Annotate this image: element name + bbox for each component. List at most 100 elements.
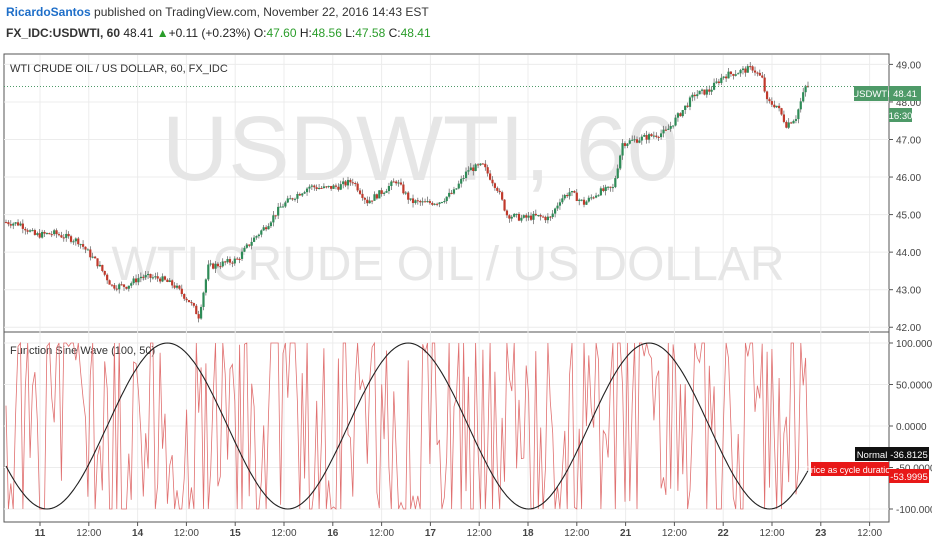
normal-label-bg bbox=[855, 447, 889, 461]
candle-body bbox=[279, 206, 282, 208]
candle-body bbox=[732, 74, 735, 76]
candle-body bbox=[317, 187, 321, 190]
candle-body bbox=[708, 89, 711, 92]
candle-body bbox=[436, 203, 439, 205]
candle-body bbox=[474, 164, 477, 172]
candle-body bbox=[669, 125, 672, 129]
candle-body bbox=[549, 216, 552, 218]
candle-body bbox=[86, 249, 89, 251]
high-label: H: bbox=[299, 26, 312, 40]
candle-body bbox=[520, 217, 523, 221]
candle-body bbox=[339, 184, 342, 190]
candle-body bbox=[240, 251, 244, 259]
candle-body bbox=[498, 190, 501, 193]
candle-body bbox=[113, 285, 116, 289]
candle-body bbox=[790, 122, 793, 124]
candle-body bbox=[409, 198, 412, 200]
price-tick-label: 45.00 bbox=[896, 211, 921, 222]
candle-body bbox=[794, 119, 798, 121]
candle-body bbox=[257, 234, 260, 237]
indicator-tick-label: 50.0000 bbox=[896, 381, 932, 392]
time-tag-bg bbox=[889, 108, 912, 122]
candle-body bbox=[94, 256, 97, 259]
candle-body bbox=[171, 280, 174, 286]
low-label: L: bbox=[345, 26, 356, 40]
candle-body bbox=[481, 163, 484, 165]
candle-body bbox=[696, 94, 699, 97]
candle-body bbox=[493, 183, 497, 188]
candle-body bbox=[132, 278, 135, 284]
candle-body bbox=[163, 276, 167, 280]
candle-body bbox=[705, 89, 708, 95]
candle-body bbox=[212, 263, 215, 269]
candle-body bbox=[21, 223, 24, 229]
candle-body bbox=[476, 164, 480, 166]
candle-body bbox=[609, 186, 612, 188]
candle-body bbox=[402, 184, 405, 194]
candle-body bbox=[580, 199, 583, 201]
candle-body bbox=[734, 74, 737, 76]
candle-body bbox=[428, 201, 431, 203]
candle-body bbox=[216, 263, 220, 267]
candle-body bbox=[330, 185, 333, 189]
candle-body bbox=[303, 192, 306, 194]
candle-body bbox=[756, 72, 759, 74]
candle-body bbox=[787, 122, 790, 128]
candle-body bbox=[399, 182, 403, 185]
candle-body bbox=[419, 201, 422, 203]
candle-body bbox=[110, 284, 114, 286]
price-axis[interactable]: 49.00 48.00 47.00 46.00 45.00 44.00 43.00 42.00 bbox=[889, 60, 921, 334]
candle-body bbox=[387, 185, 391, 192]
candle-body bbox=[715, 81, 718, 83]
candle-body bbox=[510, 216, 513, 219]
cycle-label: Price as cycle duration bbox=[805, 465, 896, 475]
candle-body bbox=[457, 183, 460, 189]
cycle-series bbox=[5, 341, 809, 510]
candle-body bbox=[202, 292, 205, 307]
candle-body bbox=[693, 94, 696, 97]
candle-body bbox=[180, 288, 183, 295]
candle-body bbox=[607, 186, 610, 188]
candle-body bbox=[351, 182, 354, 184]
candle-body bbox=[426, 201, 429, 203]
candle-body bbox=[305, 188, 309, 193]
time-axis[interactable]: 11 12:00 14 12:00 15 12:00 16 12:00 17 12:00 18 12:… bbox=[35, 522, 883, 539]
price-tag: 48.41 bbox=[893, 89, 917, 100]
candle-body bbox=[358, 190, 362, 194]
candle-body bbox=[467, 170, 470, 172]
time-tick-label: 12:00 bbox=[662, 528, 687, 539]
author-link[interactable]: RicardoSantos bbox=[6, 5, 91, 19]
candle-body bbox=[712, 82, 716, 90]
candle-body bbox=[185, 298, 188, 301]
time-tick-label: 21 bbox=[620, 528, 632, 539]
candle-body bbox=[529, 215, 533, 220]
candle-body bbox=[744, 68, 747, 73]
watermark-symbol: USDWTI, 60 bbox=[162, 98, 678, 200]
candle-body bbox=[768, 99, 771, 102]
candle-body bbox=[272, 215, 275, 223]
candle-body bbox=[344, 181, 347, 186]
candle-body bbox=[698, 90, 701, 95]
candle-body bbox=[729, 71, 733, 75]
candle-body bbox=[501, 192, 504, 200]
time-tag: 16:30 bbox=[889, 111, 913, 122]
candle-body bbox=[448, 192, 451, 197]
candle-body bbox=[592, 197, 595, 199]
candle-body bbox=[224, 261, 227, 263]
candle-body bbox=[14, 222, 17, 224]
candle-body bbox=[488, 173, 492, 180]
candle-body bbox=[643, 135, 646, 137]
candle-body bbox=[515, 213, 518, 215]
candle-body bbox=[7, 222, 10, 225]
candle-body bbox=[31, 230, 34, 232]
candle-body bbox=[221, 261, 224, 267]
time-tick-label: 11 bbox=[35, 528, 46, 539]
candle-body bbox=[315, 187, 318, 190]
candle-body bbox=[777, 105, 781, 109]
candle-body bbox=[91, 256, 94, 258]
candle-body bbox=[293, 198, 297, 200]
candle-body bbox=[313, 185, 316, 188]
candle-body bbox=[532, 213, 535, 220]
